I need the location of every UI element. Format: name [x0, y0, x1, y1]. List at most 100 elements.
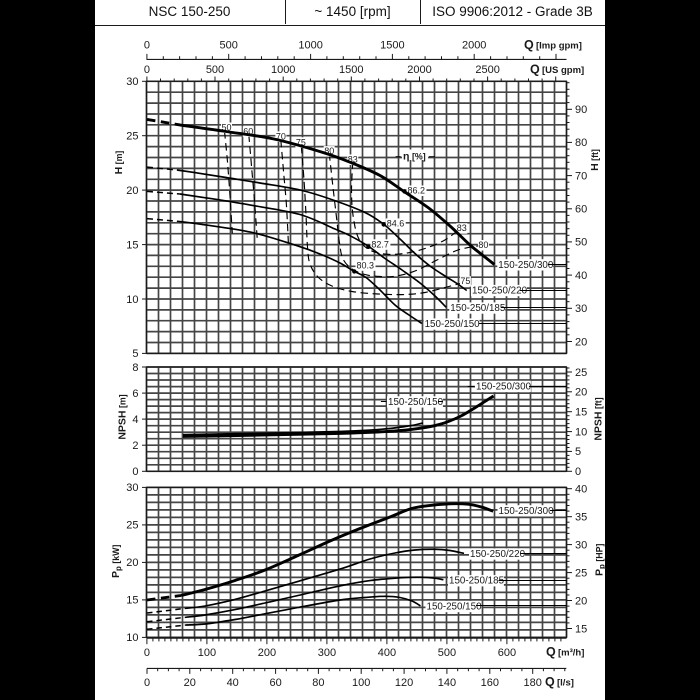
svg-text:NPSH [m]: NPSH [m] [117, 394, 129, 439]
svg-text:15: 15 [575, 623, 587, 635]
svg-text:70: 70 [575, 170, 587, 182]
svg-text:20: 20 [575, 336, 587, 348]
svg-text:8: 8 [132, 362, 138, 374]
svg-text:[Imp gpm]: [Imp gpm] [536, 41, 582, 52]
svg-text:20: 20 [184, 677, 196, 689]
svg-text:H [m]: H [m] [113, 151, 125, 175]
svg-text:20: 20 [575, 595, 587, 607]
svg-text:0: 0 [144, 40, 150, 52]
svg-text:0: 0 [144, 677, 150, 689]
svg-text:Q: Q [530, 63, 540, 77]
svg-text:150-250/150: 150-250/150 [427, 602, 483, 613]
svg-text:30: 30 [126, 482, 138, 494]
svg-text:82.7: 82.7 [371, 239, 389, 249]
svg-text:120: 120 [395, 677, 413, 689]
svg-text:100: 100 [352, 677, 370, 689]
svg-text:15: 15 [126, 239, 138, 251]
svg-text:150-250/220: 150-250/220 [472, 286, 528, 297]
svg-text:150-250/300: 150-250/300 [498, 260, 554, 271]
svg-text:1000: 1000 [271, 64, 295, 76]
svg-text:H [ft]: H [ft] [589, 149, 601, 171]
svg-text:2000: 2000 [462, 40, 486, 52]
svg-text:6: 6 [132, 388, 138, 400]
svg-text:40: 40 [575, 270, 587, 282]
svg-text:[%]: [%] [412, 151, 426, 161]
svg-text:Pp [kW]: Pp [kW] [110, 545, 123, 578]
svg-text:140: 140 [438, 677, 456, 689]
svg-text:[l/s]: [l/s] [557, 678, 574, 689]
svg-text:80.3: 80.3 [357, 260, 375, 270]
svg-text:50: 50 [575, 237, 587, 249]
svg-text:200: 200 [258, 647, 276, 659]
svg-text:20: 20 [575, 387, 587, 399]
svg-text:4: 4 [132, 414, 138, 426]
svg-text:35: 35 [575, 512, 587, 524]
svg-text:15: 15 [575, 407, 587, 419]
svg-text:Q: Q [524, 38, 534, 52]
svg-text:0: 0 [144, 64, 150, 76]
svg-text:2: 2 [132, 440, 138, 452]
svg-text:90: 90 [575, 104, 587, 116]
svg-text:86.2: 86.2 [408, 186, 426, 196]
svg-text:Q: Q [546, 645, 556, 659]
svg-text:60: 60 [243, 126, 253, 136]
svg-text:80: 80 [478, 240, 488, 250]
svg-text:60: 60 [575, 204, 587, 216]
svg-text:1500: 1500 [380, 40, 404, 52]
svg-text:5: 5 [132, 348, 138, 360]
svg-text:0: 0 [575, 466, 581, 478]
svg-text:83: 83 [457, 223, 467, 233]
svg-text:80: 80 [575, 137, 587, 149]
svg-text:1000: 1000 [298, 40, 322, 52]
svg-text:30: 30 [575, 303, 587, 315]
svg-text:30: 30 [126, 76, 138, 88]
svg-text:84.6: 84.6 [387, 218, 405, 228]
svg-text:500: 500 [220, 40, 238, 52]
svg-text:[m³/h]: [m³/h] [558, 648, 584, 659]
svg-text:180: 180 [524, 677, 542, 689]
svg-text:25: 25 [126, 131, 138, 143]
svg-text:50: 50 [221, 123, 231, 133]
svg-text:100: 100 [198, 647, 216, 659]
svg-text:Pp [HP]: Pp [HP] [594, 544, 607, 577]
svg-text:15: 15 [126, 595, 138, 607]
svg-text:150-250/300: 150-250/300 [476, 381, 532, 392]
svg-text:10: 10 [126, 632, 138, 644]
svg-text:20: 20 [126, 185, 138, 197]
svg-text:150-250/150: 150-250/150 [388, 397, 444, 408]
svg-text:300: 300 [318, 647, 336, 659]
svg-text:70: 70 [276, 131, 286, 141]
svg-text:83: 83 [348, 155, 358, 165]
svg-text:150-250/185: 150-250/185 [450, 303, 506, 314]
svg-text:150-250/220: 150-250/220 [470, 549, 526, 560]
svg-text:25: 25 [575, 367, 587, 379]
svg-text:600: 600 [498, 647, 516, 659]
svg-text:10: 10 [126, 294, 138, 306]
svg-text:2000: 2000 [407, 64, 431, 76]
svg-text:80: 80 [312, 677, 324, 689]
svg-text:400: 400 [378, 647, 396, 659]
svg-text:80: 80 [324, 146, 334, 156]
svg-text:10: 10 [575, 426, 587, 438]
svg-text:NPSH [ft]: NPSH [ft] [593, 397, 605, 440]
svg-text:Q: Q [545, 675, 555, 689]
svg-text:40: 40 [227, 677, 239, 689]
svg-text:0: 0 [144, 647, 150, 659]
svg-text:150-250/150: 150-250/150 [425, 319, 481, 330]
svg-text:2500: 2500 [475, 64, 499, 76]
svg-text:150-250/185: 150-250/185 [449, 576, 505, 587]
svg-text:0: 0 [132, 466, 138, 478]
svg-text:30: 30 [575, 539, 587, 551]
svg-text:25: 25 [575, 567, 587, 579]
svg-text:500: 500 [206, 64, 224, 76]
svg-text:40: 40 [575, 484, 587, 496]
svg-text:5: 5 [575, 446, 581, 458]
svg-text:150-250/300: 150-250/300 [499, 506, 555, 517]
svg-text:η: η [403, 151, 409, 163]
svg-text:500: 500 [438, 647, 456, 659]
svg-text:160: 160 [481, 677, 499, 689]
svg-text:60: 60 [269, 677, 281, 689]
svg-text:[US gpm]: [US gpm] [542, 65, 584, 76]
svg-text:1500: 1500 [339, 64, 363, 76]
svg-text:75: 75 [460, 276, 470, 286]
